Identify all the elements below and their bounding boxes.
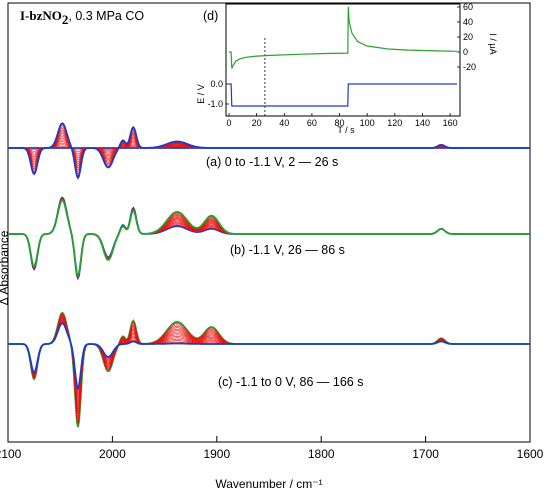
inset-x-tick-label: 60 [307,118,317,128]
spectrum-line [8,313,530,422]
spectrum-line [8,199,530,277]
spectrum-line [8,313,530,425]
spectrum-line [8,197,530,279]
spectrum-line [8,199,530,277]
spectrum-line [8,197,530,279]
inset-y-right-tick-label: 0 [463,47,468,57]
y-axis-label: Δ Absorbance [0,230,11,305]
inset-current-line [229,6,458,69]
spectrum-line [8,199,530,277]
inset-y-right-tick-label: 40 [463,17,473,27]
inset-x-tick-label: 80 [335,118,345,128]
spectrum-line [8,198,530,278]
inset-x-tick-label: 120 [387,118,402,128]
inset-x-tick-label: 20 [252,118,262,128]
x-tick-label: 1700 [412,447,439,461]
spectrum-line [8,198,530,278]
chart-title: I-bzNO2, 0.3 MPa CO [20,8,144,27]
spectra-panel-a [8,122,530,180]
x-axis-ticks: 2100 2000 1900 1800 1700 1600 [0,436,544,461]
spectrum-line [8,122,530,180]
spectrum-line [8,316,530,413]
spectrum-line [8,317,530,408]
spectrum-line [8,315,530,415]
x-axis-label: Wavenumber / cm⁻¹ [215,477,322,491]
inset-x-tick-label: 140 [415,118,430,128]
inset-y-left-tick-label: 0.0 [210,79,223,89]
spectrum-line [8,198,530,279]
inset-chart: (d) E / V I / μA T / s 0 20 40 60 80 100 120 14… [196,2,498,135]
spectrum-line [8,311,530,428]
inset-y-right-tick-label: 20 [463,32,473,42]
panel-label-b: (b) -1.1 V, 26 — 86 s [230,243,345,257]
inset-y-right-tick-label: 60 [463,2,473,12]
inset-axes: 0 20 40 60 80 100 120 140 160 0.0 -1.0 60 40 20 0 -20 [207,2,476,128]
spectrum-line [8,318,530,405]
spectrum-line [8,197,530,279]
panel-label-c: (c) -1.1 to 0 V, 86 — 166 s [218,375,363,389]
spectrum-line [8,199,530,277]
plot-frame [7,2,531,443]
x-tick-label: 1800 [308,447,335,461]
spectrum-line [8,198,530,278]
inset-x-tick-label: 40 [279,118,289,128]
inset-x-label: T / s [337,125,355,135]
spectrum-line [8,322,530,391]
x-tick-label: 1900 [203,447,230,461]
spectrum-line [8,197,530,279]
inset-frame [225,3,461,117]
inset-potential-line [229,83,457,107]
x-tick-label: 2100 [0,447,22,461]
inset-label: (d) [203,9,218,23]
inset-x-tick-label: 160 [443,118,458,128]
spectrum-line [8,198,530,278]
spectrum-line [8,314,530,420]
spectrum-line [8,196,530,281]
spectra-series [8,122,530,428]
inset-lines [229,6,458,116]
x-tick-label: 1600 [517,447,544,461]
panel-label-a: (a) 0 to -1.1 V, 2 — 26 s [206,155,338,169]
inset-y-right-label: I / μA [488,33,498,54]
inset-y-right-tick-label: -20 [463,62,476,72]
inset-x-tick-label: 0 [226,118,231,128]
spectra-panel-c [8,311,530,428]
spectrum-line [8,199,530,278]
spectrum-line [8,317,530,411]
inset-y-left-label: E / V [196,84,206,104]
spectrum-line [8,315,530,417]
inset-y-left-tick-label: -1.0 [207,99,223,109]
spectra-panel-b [8,196,530,281]
x-tick-label: 2000 [99,447,126,461]
inset-x-tick-label: 100 [360,118,375,128]
spectrum-line [8,198,530,278]
